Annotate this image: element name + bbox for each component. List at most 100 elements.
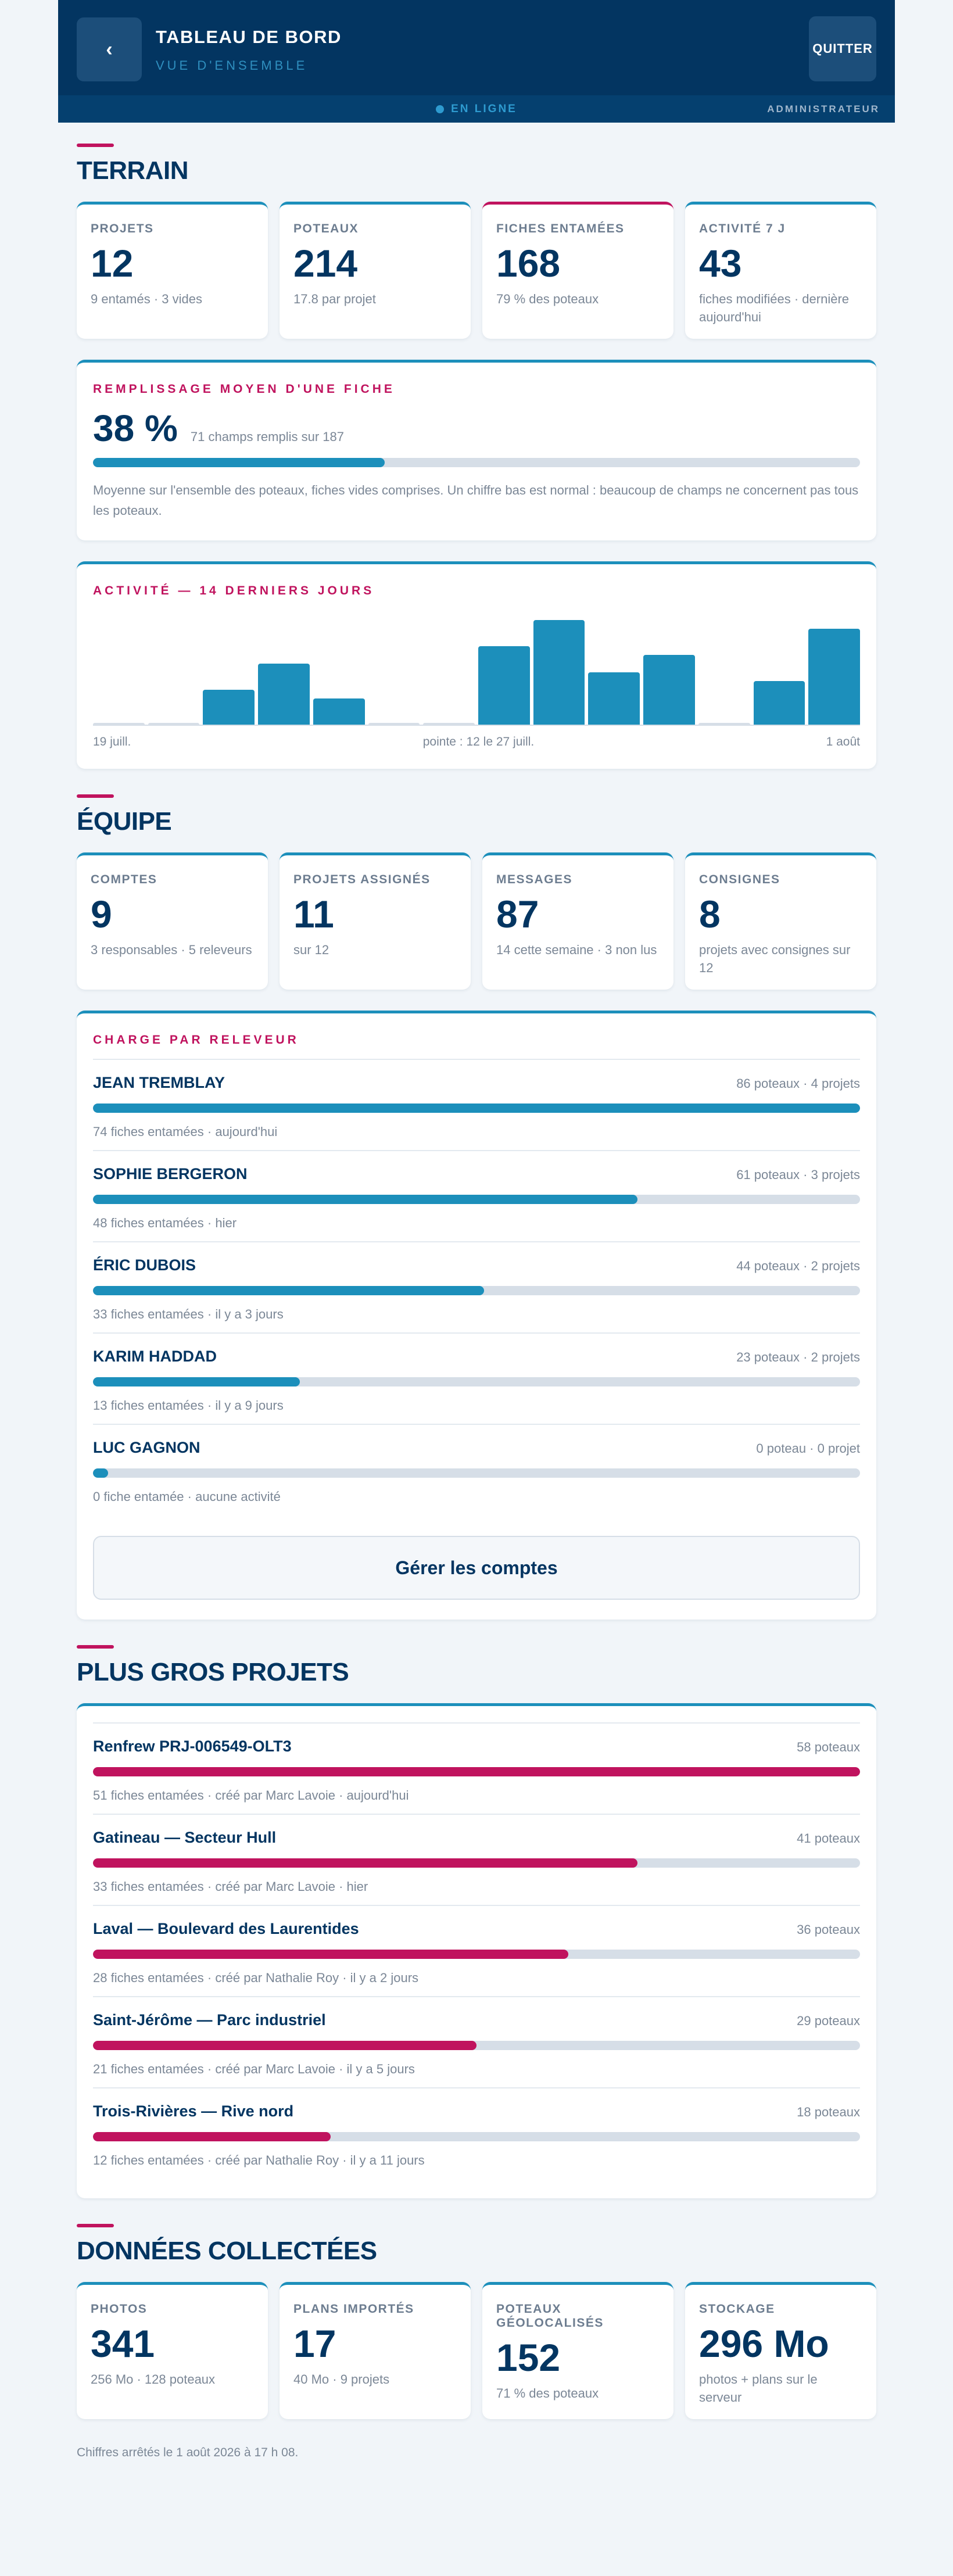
releveur-meta: 23 poteaux · 2 projets (736, 1350, 860, 1365)
section-equipe: ÉQUIPE (58, 794, 895, 836)
project-list: Renfrew PRJ-006549-OLT3 58 poteaux 51 fic… (93, 1722, 860, 2179)
releveur-sub: 0 fiche entamée · aucune activité (93, 1489, 281, 1504)
releveur-row[interactable]: JEAN TREMBLAY 86 poteaux · 4 projets 74 f… (93, 1059, 860, 1150)
activity-bar (533, 620, 585, 725)
releveur-row[interactable]: LUC GAGNON 0 poteau · 0 projet 0 fiche en… (93, 1424, 860, 1515)
online-label: EN LIGNE (451, 102, 517, 115)
load-card: CHARGE PAR RELEVEUR JEAN TREMBLAY 86 pote… (77, 1011, 876, 1620)
stat-label: FICHES ENTAMÉES (496, 222, 625, 235)
activity-bar (93, 723, 145, 725)
footer-timestamp: Chiffres arrêtés le 1 août 2026 à 17 h 0… (77, 2446, 299, 2460)
releveur-sub: 33 fiches entamées · il y a 3 jours (93, 1307, 284, 1322)
stat-label: STOCKAGE (699, 2302, 775, 2316)
releveur-row[interactable]: ÉRIC DUBOIS 44 poteaux · 2 projets 33 fic… (93, 1241, 860, 1332)
progress-bar (93, 1468, 109, 1478)
stat-label: CONSIGNES (699, 873, 780, 887)
section-terrain: TERRAIN (58, 144, 895, 185)
activity-bar (698, 723, 750, 725)
stat-value: 9 (91, 893, 112, 936)
fill-progress-track (93, 458, 860, 467)
releveur-name: ÉRIC DUBOIS (93, 1256, 196, 1274)
section-projets: PLUS GROS PROJETS (58, 1645, 895, 1687)
progress-track (93, 1468, 860, 1478)
donnees-stats: PHOTOS 341 256 Mo · 128 poteaux PLANS IM… (58, 2282, 895, 2420)
progress-track (93, 2041, 860, 2051)
stat-label: COMPTES (91, 873, 157, 887)
stat-note: fiches modifiées · dernière aujourd'hui (699, 292, 850, 324)
stat-value: 8 (699, 893, 721, 936)
axis-end-label: 1 août (826, 735, 860, 749)
releveur-meta: 0 poteau · 0 projet (756, 1441, 860, 1456)
progress-track (93, 1195, 860, 1205)
manage-accounts-button[interactable]: Gérer les comptes (93, 1536, 860, 1600)
progress-track (93, 1286, 860, 1296)
fill-description: Moyenne sur l'ensemble des poteaux, fich… (93, 483, 859, 518)
project-meta: 36 poteaux (797, 1922, 860, 1937)
app-header: ‹ TABLEAU DE BORD VUE D'ENSEMBLE QUITTER (58, 0, 895, 95)
activity-bar (643, 655, 695, 725)
status-dot-icon (436, 105, 445, 113)
activity-bar (258, 664, 310, 725)
project-row[interactable]: Laval — Boulevard des Laurentides 36 pote… (93, 1905, 860, 1996)
activity-card: ACTIVITÉ — 14 DERNIERS JOURS 19 juill. p… (77, 561, 876, 769)
releveur-name: JEAN TREMBLAY (93, 1074, 225, 1092)
project-name: Saint-Jérôme — Parc industriel (93, 2011, 326, 2029)
releveur-row[interactable]: KARIM HADDAD 23 poteaux · 2 projets 13 fi… (93, 1332, 860, 1424)
project-sub: 28 fiches entamées · créé par Nathalie R… (93, 1970, 419, 1986)
progress-track (93, 1858, 860, 1868)
section-accent (77, 1645, 114, 1649)
activity-bar (313, 698, 365, 725)
activity-bar (478, 646, 530, 725)
back-button[interactable]: ‹ (77, 17, 142, 81)
project-row[interactable]: Trois-Rivières — Rive nord 18 poteaux 12 … (93, 2087, 860, 2179)
progress-bar (93, 1104, 860, 1113)
project-name: Trois-Rivières — Rive nord (93, 2102, 294, 2120)
quit-button[interactable]: QUITTER (809, 16, 876, 81)
progress-bar (93, 1858, 638, 1868)
progress-track (93, 1377, 860, 1387)
stat-note: photos + plans sur le serveur (699, 2372, 818, 2405)
progress-bar (93, 1767, 860, 1777)
section-title: TERRAIN (77, 156, 189, 185)
project-name: Gatineau — Secteur Hull (93, 1829, 277, 1847)
equipe-stats: COMPTES 9 3 responsables · 5 releveurs P… (58, 852, 895, 990)
stat-value: 168 (496, 242, 561, 285)
stat-card: MESSAGES 87 14 cette semaine · 3 non lus (482, 852, 673, 990)
releveur-list: JEAN TREMBLAY 86 poteaux · 4 projets 74 f… (93, 1059, 860, 1515)
page-title: TABLEAU DE BORD (156, 27, 342, 47)
fill-progress-bar (93, 458, 385, 467)
stat-note: 40 Mo · 9 projets (293, 2372, 390, 2387)
user-role: ADMINISTRATEUR (767, 103, 880, 114)
activity-bar (368, 723, 420, 725)
stat-value: 152 (496, 2336, 561, 2380)
releveur-name: LUC GAGNON (93, 1439, 200, 1457)
stat-value: 296 Mo (699, 2322, 829, 2366)
activity-label: ACTIVITÉ — 14 DERNIERS JOURS (93, 584, 375, 598)
stat-card: POTEAUX GÉOLOCALISÉS 152 71 % des poteau… (482, 2282, 673, 2420)
progress-track (93, 1950, 860, 1959)
stat-card: FICHES ENTAMÉES 168 79 % des poteaux (482, 202, 673, 339)
fill-detail: 71 champs remplis sur 187 (190, 429, 344, 444)
project-row[interactable]: Saint-Jérôme — Parc industriel 29 poteaux… (93, 1996, 860, 2087)
releveur-name: KARIM HADDAD (93, 1348, 217, 1366)
activity-bar (588, 672, 640, 725)
stat-note: 3 responsables · 5 releveurs (91, 943, 252, 958)
releveur-meta: 61 poteaux · 3 projets (736, 1167, 860, 1183)
project-row[interactable]: Renfrew PRJ-006549-OLT3 58 poteaux 51 fic… (93, 1722, 860, 1814)
stat-card: COMPTES 9 3 responsables · 5 releveurs (77, 852, 268, 990)
activity-bar (808, 629, 861, 725)
project-name: Laval — Boulevard des Laurentides (93, 1920, 359, 1938)
activity-bar (203, 690, 255, 725)
releveur-row[interactable]: SOPHIE BERGERON 61 poteaux · 3 projets 48… (93, 1150, 860, 1241)
section-donnees: DONNÉES COLLECTÉES (58, 2224, 895, 2266)
fill-percent: 38 % (93, 407, 178, 449)
progress-bar (93, 1950, 569, 1959)
progress-track (93, 1767, 860, 1777)
project-row[interactable]: Gatineau — Secteur Hull 41 poteaux 33 fic… (93, 1814, 860, 1905)
axis-peak-label: pointe : 12 le 27 juill. (422, 735, 535, 749)
stat-label: POTEAUX GÉOLOCALISÉS (496, 2302, 604, 2330)
stat-note: 14 cette semaine · 3 non lus (496, 943, 657, 958)
section-title: ÉQUIPE (77, 807, 172, 836)
stat-label: ACTIVITÉ 7 J (699, 222, 786, 235)
project-sub: 12 fiches entamées · créé par Nathalie R… (93, 2153, 425, 2168)
